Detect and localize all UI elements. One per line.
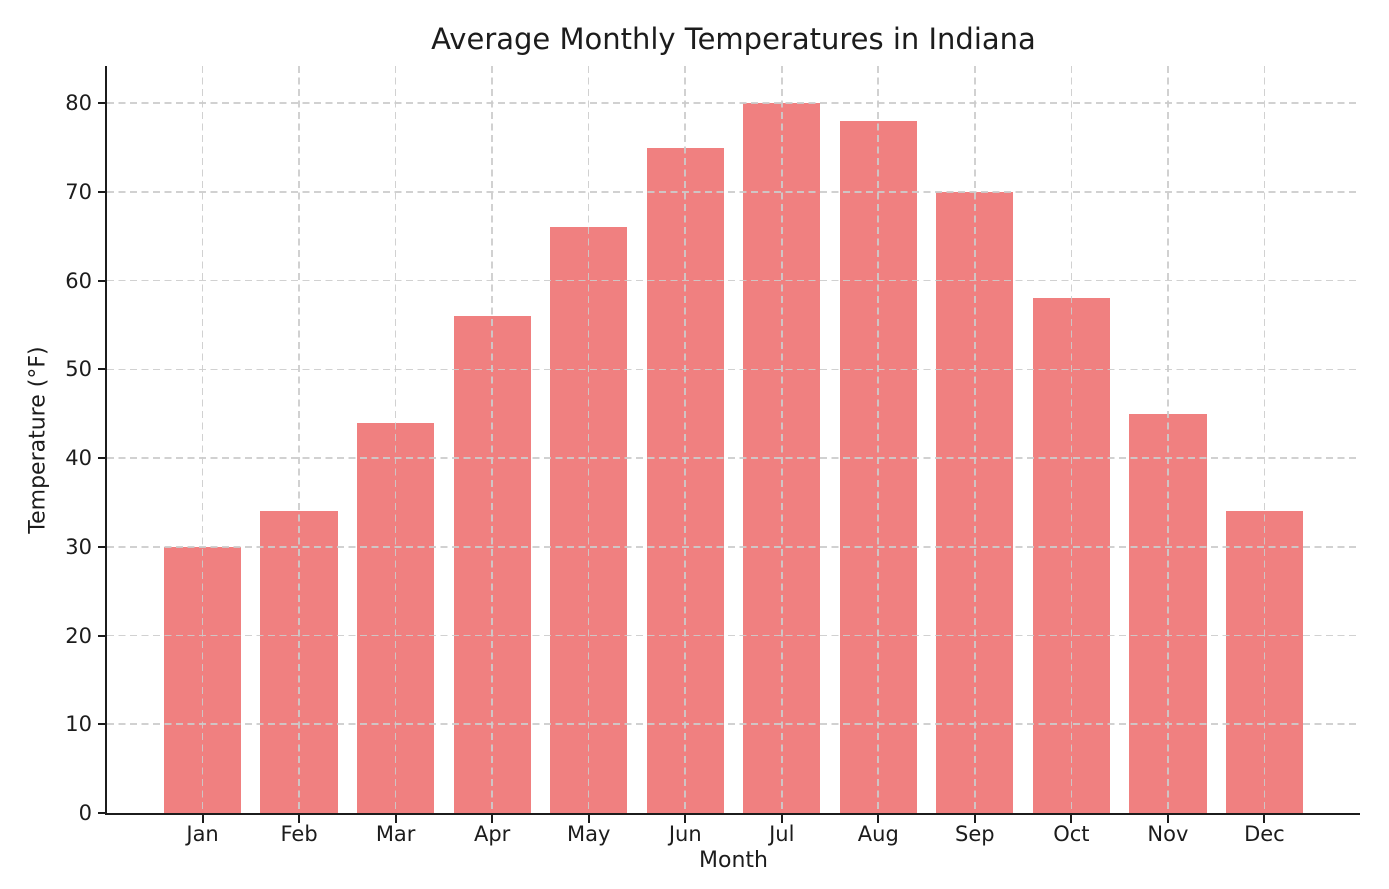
y-axis-spine [105,66,108,813]
v-gridline-jan [201,66,204,813]
x-tick-apr [491,813,494,823]
x-tick-label-jun: Jun [668,822,702,846]
y-axis-label-text: Temperature (°F) [25,346,51,534]
y-tick-label-60: 60 [65,268,92,293]
x-tick-label-may: May [566,822,611,846]
x-tick-jul [780,813,783,823]
y-tick-label-0: 0 [78,801,92,825]
x-tick-aug [877,813,880,823]
y-tick-70 [98,190,107,193]
v-gridline-feb [298,66,300,813]
x-tick-label-oct: Oct [1053,822,1090,846]
y-tick-0 [98,812,107,814]
y-tick-label-70: 70 [65,179,92,204]
x-tick-dec [1263,813,1266,823]
y-tick-label-50: 50 [65,357,92,382]
v-gridline-mar [394,66,397,813]
h-gridline-60 [107,279,1360,282]
chart-title: Average Monthly Temperatures in Indiana [431,22,1036,56]
x-tick-oct [1070,813,1073,823]
v-gridline-aug [877,66,880,813]
x-tick-label-nov: Nov [1147,822,1189,846]
x-tick-label-feb: Feb [280,822,318,846]
x-tick-nov [1166,813,1169,823]
plot-area: 0 10 20 30 40 50 60 70 80 Jan Feb Mar Apr May Jun Jul Au… [65,66,1360,846]
y-tick-10 [98,723,107,726]
y-tick-80 [98,102,107,105]
y-tick-label-10: 10 [65,712,92,737]
x-tick-label-apr: Apr [473,822,511,846]
h-gridline-10 [107,723,1360,726]
y-tick-label-40: 40 [65,446,92,471]
x-tick-label-jul: Jul [769,822,795,846]
y-tick-20 [98,634,107,637]
x-tick-jun [684,813,687,823]
y-tick-60 [98,279,107,282]
x-tick-label-aug: Aug [857,822,899,846]
v-gridline-jul [780,66,783,813]
x-tick-feb [298,813,301,823]
v-gridline-jun [684,66,687,813]
v-gridline-oct [1070,66,1073,813]
h-gridline-20 [107,634,1360,637]
x-axis-label: Month [699,848,768,873]
h-gridline-50 [107,368,1360,371]
x-tick-label-sep: Sep [955,822,995,846]
v-gridline-sep [974,66,976,813]
h-gridline-40 [107,457,1360,459]
x-tick-label-mar: Mar [375,822,416,846]
x-tick-jan [201,813,204,823]
x-tick-mar [394,813,397,823]
h-gridline-80 [107,102,1360,105]
y-tick-40 [98,457,107,460]
y-tick-label-30: 30 [65,534,92,559]
x-tick-sep [973,813,976,823]
v-gridline-may [587,66,590,813]
y-tick-50 [98,368,107,371]
v-gridline-nov [1167,66,1169,813]
h-gridline-30 [107,546,1360,548]
x-tick-label-dec: Dec [1244,822,1285,846]
h-gridline-70 [107,191,1360,193]
v-gridline-dec [1263,66,1266,813]
y-tick-label-80: 80 [65,91,92,116]
x-tick-may [587,813,590,823]
x-tick-label-jan: Jan [186,822,219,846]
y-tick-30 [98,545,107,548]
x-axis-spine [105,812,1360,815]
y-tick-label-20: 20 [65,623,92,648]
v-gridline-apr [491,66,493,813]
